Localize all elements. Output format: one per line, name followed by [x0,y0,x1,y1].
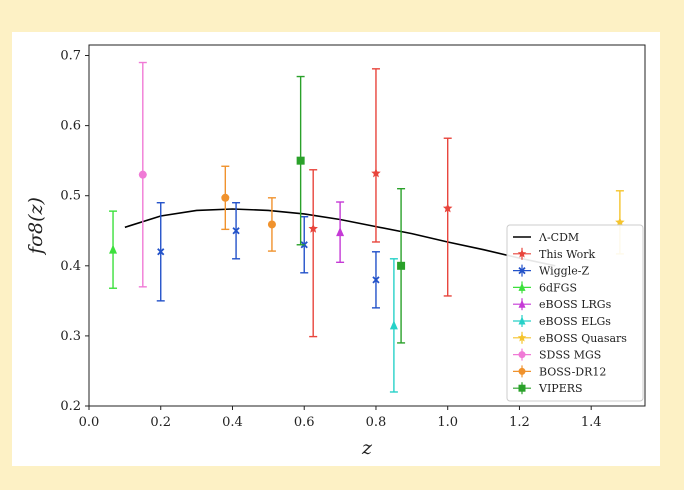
series-wiggle-z [156,202,380,309]
series-eboss-lrgs [336,201,345,264]
legend-swatch-marker [518,266,526,275]
x-tick-label: 0.4 [222,415,243,430]
y-tick-label: 0.6 [60,119,81,134]
x-tick-label: 0.8 [366,415,387,430]
y-tick-label: 0.4 [60,259,81,274]
legend-label: VIPERS [538,382,583,395]
data-point-b [157,248,165,256]
x-tick-label: 1.4 [581,415,602,430]
legend-swatch-marker-b [518,266,526,275]
legend-swatch-marker [517,333,527,342]
legend-label: This Work [539,248,596,261]
legend: Λ-CDM This Work Wiggle-Z 6dFGS eBOSS LRGs eBO… [506,224,644,402]
legend-swatch-marker [518,316,526,325]
data-point [232,227,240,235]
x-axis-label: z [361,437,373,459]
x-tick-label: 0.0 [79,415,100,430]
data-point-b [232,227,240,235]
data-point [397,261,406,270]
y-axis-label: fσ8(z) [25,197,47,256]
data-point [372,276,380,284]
data-point [308,223,318,233]
chart-svg: 0.0 0.2 0.4 0.6 0.8 1.0 1.2 1.40.20.30.40.50.60… [25,44,646,459]
x-tick-label: 1.2 [509,415,530,430]
data-point [389,320,398,330]
y-tick-label: 0.5 [60,189,81,204]
data-point [371,168,381,178]
series-eboss-elgs [389,258,398,393]
plot-area-border [88,44,646,407]
data-point [336,227,345,237]
legend-box [506,224,644,402]
series-boss-dr12 [221,165,276,252]
legend-label: BOSS-DR12 [539,365,606,378]
data-point [157,248,165,256]
data-point [109,244,118,254]
y-tick-label: 0.7 [60,49,81,64]
data-point [138,170,147,179]
y-tick-label: 0.3 [60,329,81,344]
data-point [267,220,276,229]
legend-swatch-marker [517,249,527,258]
figure-frame: 0.0 0.2 0.4 0.6 0.8 1.0 1.2 1.4 0.2 0.3 0.4 0.5 0.6 0… [12,32,660,466]
x-tick-label: 0.2 [150,415,171,430]
data-point-b [372,276,380,284]
y-tick-label: 0.2 [60,399,81,414]
legend-label: eBOSS LRGs [539,298,612,311]
series-sdss-mgs [138,61,147,288]
legend-label: eBOSS Quasars [539,332,627,345]
x-tick-label: 1.0 [437,415,458,430]
series-vipers [296,75,406,344]
data-point [442,203,453,213]
data-point [615,217,625,227]
x-tick-label: 0.6 [294,415,315,430]
legend-swatch-marker [518,351,526,359]
legend-swatch-marker [518,282,526,291]
legend-label: Wiggle-Z [539,265,589,278]
series-6dfgs [109,210,118,289]
legend-label: eBOSS ELGs [539,315,611,328]
legend-label: Λ-CDM [538,231,579,244]
legend-swatch-marker [518,367,526,375]
legend-label: 6dFGS [539,281,577,294]
data-point [221,193,230,202]
legend-swatch-marker [518,384,526,392]
series-this-work [308,68,453,338]
y-axis-label-group: fσ8(z) [25,197,47,256]
legend-label: SDSS MGS [539,349,601,362]
data-point [296,156,305,165]
legend-swatch-marker [518,299,526,308]
